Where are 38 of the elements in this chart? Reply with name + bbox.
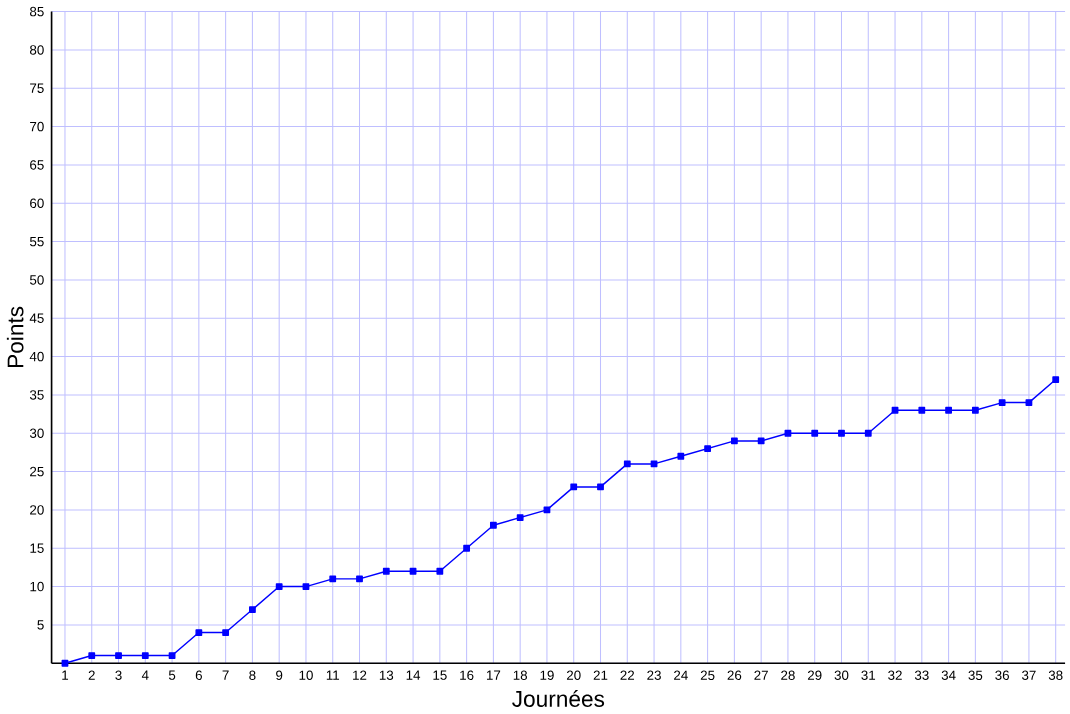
point (436, 567, 444, 575)
point (864, 429, 872, 437)
point (249, 606, 256, 614)
point (998, 399, 1006, 407)
point (1025, 399, 1033, 407)
point (838, 429, 845, 437)
point (811, 429, 819, 437)
point (329, 575, 337, 583)
y-axis-title: Points (6, 306, 24, 368)
point (61, 659, 69, 667)
point (222, 629, 230, 637)
point (730, 437, 738, 445)
point (597, 483, 604, 491)
x-axis-title: Journées (512, 690, 605, 708)
point (945, 406, 952, 414)
point (88, 652, 96, 660)
point (891, 406, 899, 414)
point (516, 514, 524, 522)
point (141, 652, 149, 660)
point (757, 437, 765, 445)
point (409, 567, 417, 575)
point (356, 575, 363, 583)
point (275, 583, 283, 591)
point (677, 452, 685, 460)
point (971, 406, 979, 414)
point (570, 483, 578, 491)
point (704, 445, 712, 453)
point (195, 629, 203, 637)
point (784, 429, 792, 437)
point (382, 567, 390, 575)
point (302, 583, 310, 591)
point (1052, 376, 1060, 384)
point (168, 652, 176, 660)
point (490, 521, 497, 529)
point (623, 460, 631, 468)
point (918, 406, 926, 414)
point (463, 544, 471, 552)
point (115, 652, 122, 660)
